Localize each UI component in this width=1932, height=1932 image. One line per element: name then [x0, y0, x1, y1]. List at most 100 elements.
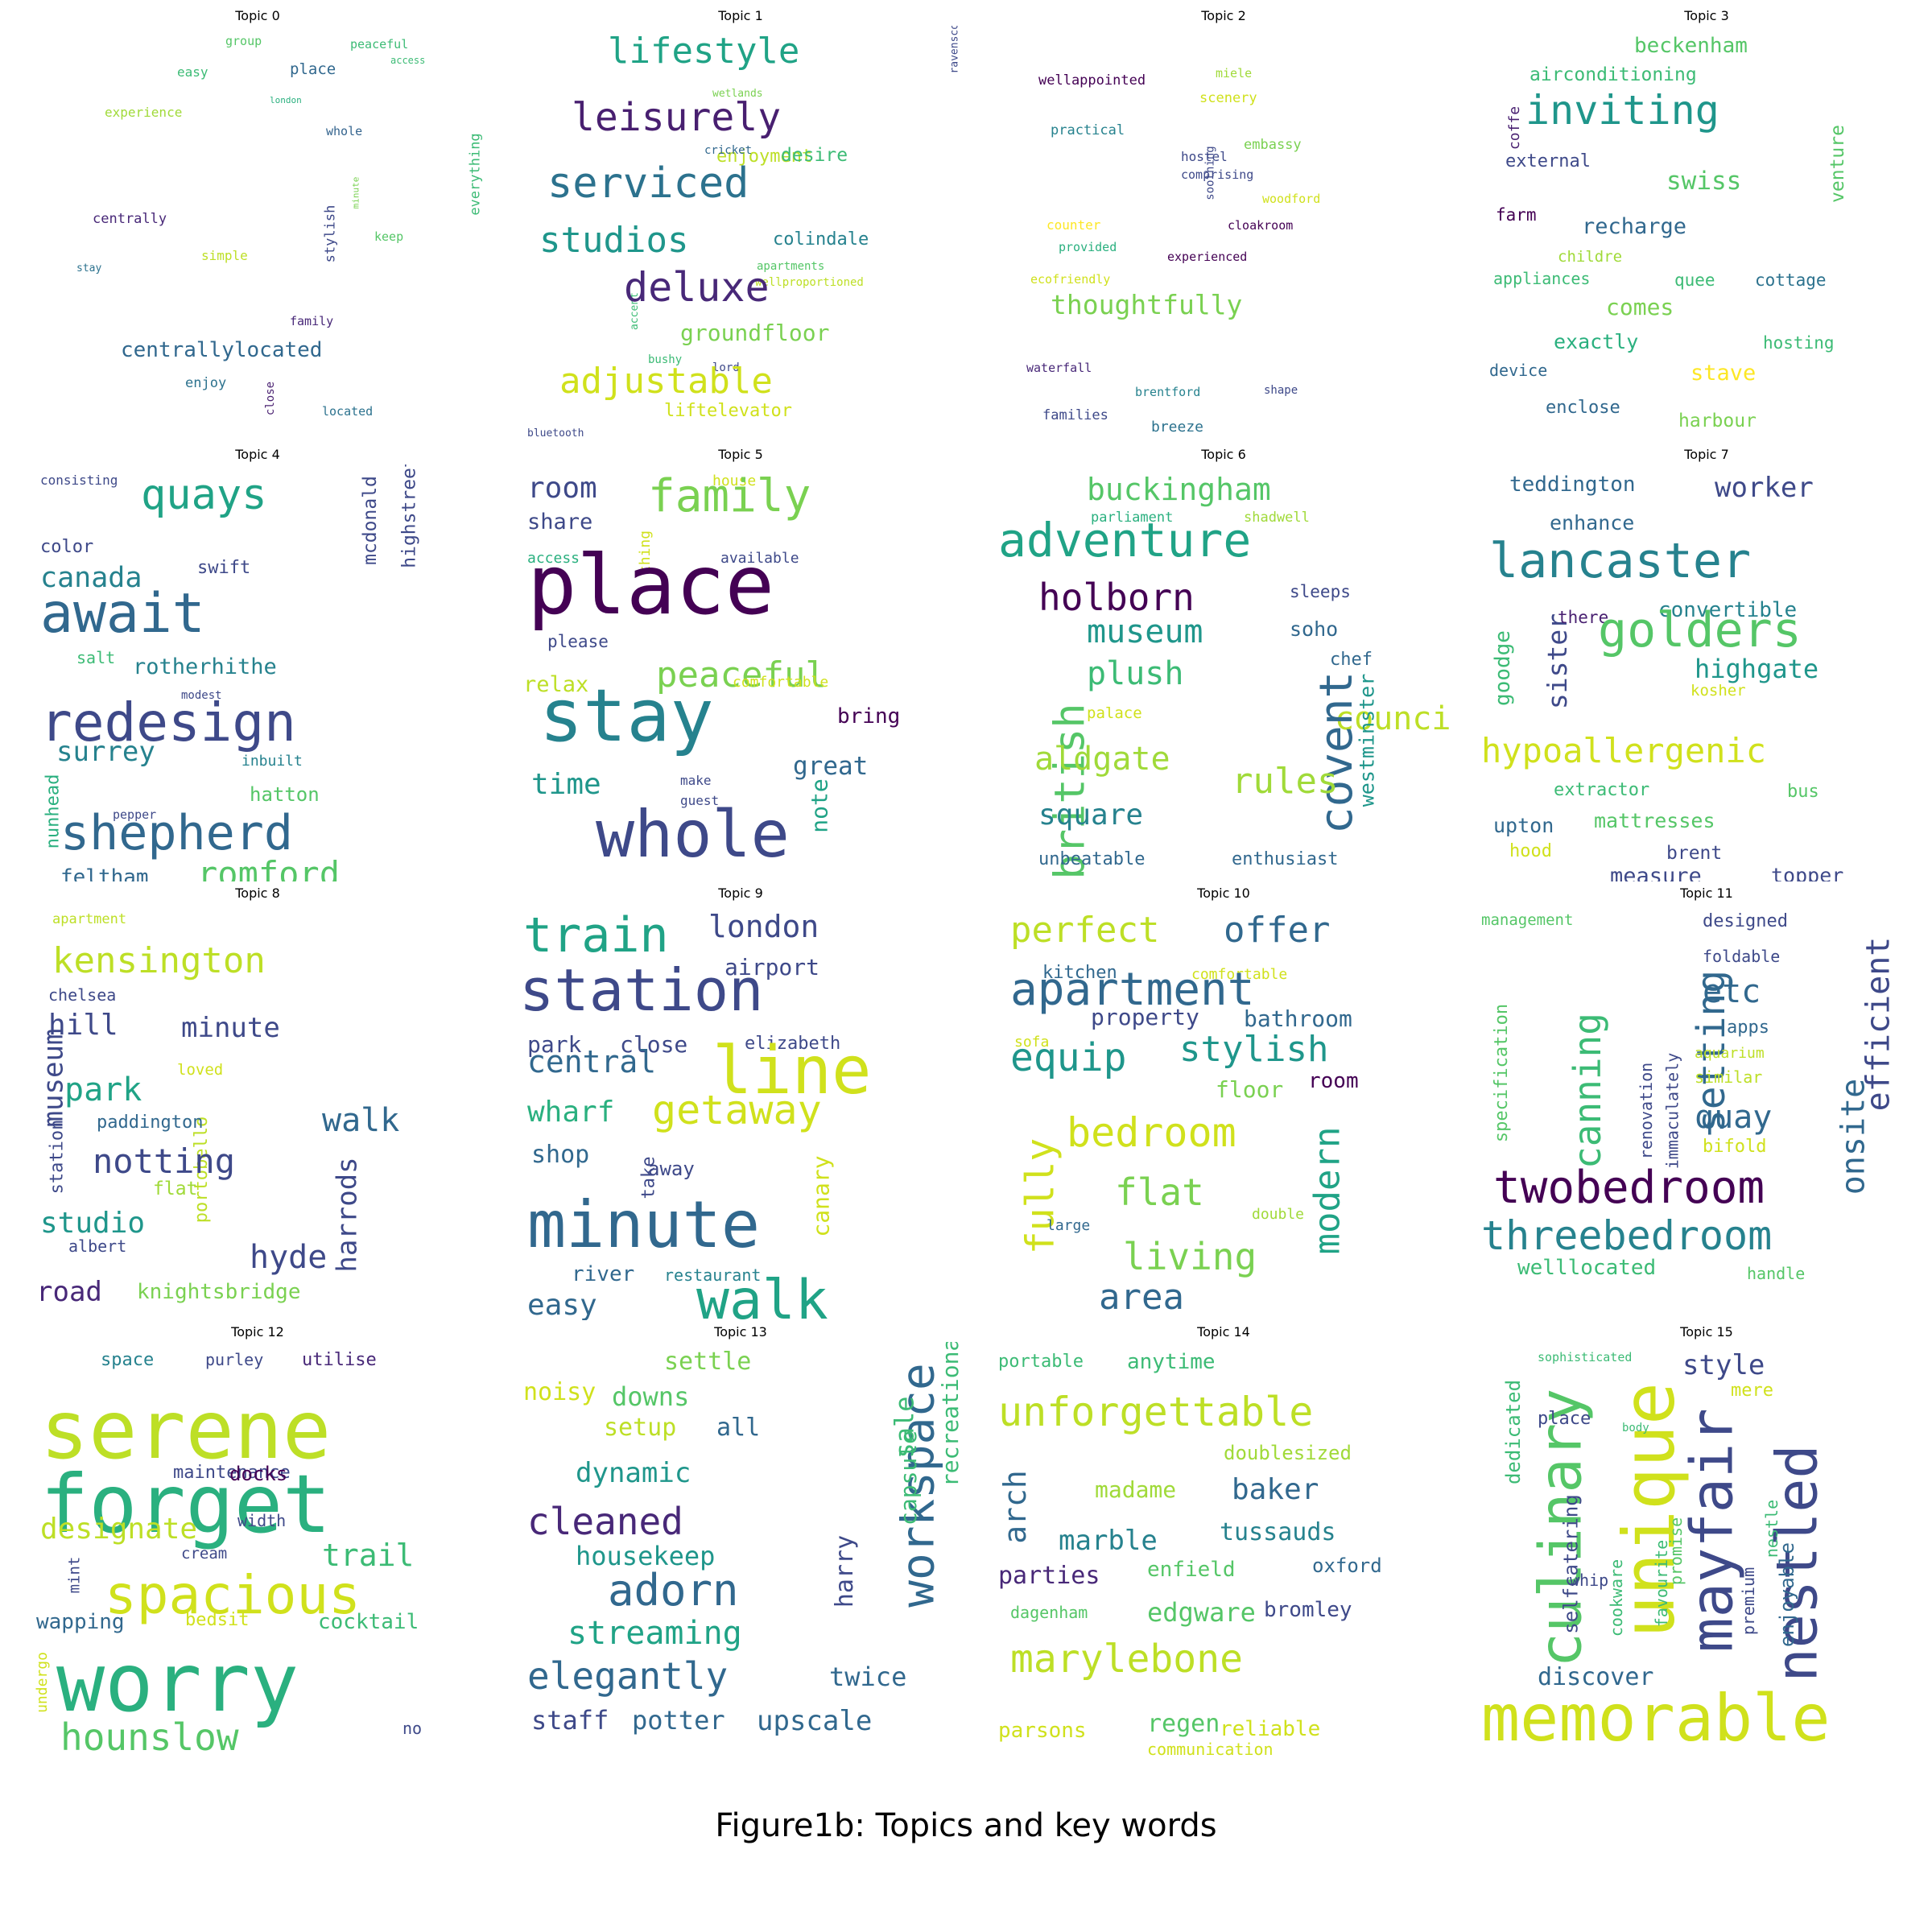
- keyword: goodge: [1490, 630, 1515, 706]
- keyword: loved: [177, 1061, 224, 1079]
- keyword: enjoy: [185, 375, 227, 391]
- keyword: device: [1489, 361, 1548, 380]
- keyword: brent: [1666, 843, 1723, 864]
- keyword: elizabeth: [745, 1034, 841, 1054]
- keyword: harbour: [1678, 411, 1757, 431]
- keyword: unbeatable: [1038, 849, 1146, 869]
- word-cloud: consisting quays mcdonald highstreet color ca…: [32, 464, 483, 881]
- keyword: access: [527, 550, 580, 567]
- keyword: dedicated: [1502, 1379, 1525, 1485]
- keyword: space: [101, 1350, 155, 1370]
- keyword: airport: [724, 954, 820, 980]
- keyword: hosting: [1763, 333, 1835, 353]
- word-cloud: portable anytime unforgettable arch doublesi…: [998, 1342, 1449, 1759]
- keyword: quays: [141, 471, 267, 519]
- figure-caption: Figure1b: Topics and key words: [715, 1807, 1217, 1844]
- keyword: practical: [1051, 122, 1125, 138]
- keyword: cookware: [1607, 1558, 1627, 1637]
- keyword: hood: [1509, 841, 1552, 861]
- keyword: sophisticated: [1538, 1350, 1633, 1364]
- keyword: selfcatering: [1559, 1494, 1583, 1634]
- panel-title: Topic 11: [1680, 886, 1733, 901]
- keyword: utilise: [302, 1350, 377, 1370]
- keyword: consisting: [40, 473, 118, 488]
- keyword: serene: [40, 1383, 332, 1477]
- keyword: await: [40, 582, 205, 646]
- keyword: station: [519, 956, 764, 1024]
- keyword: swift: [197, 558, 251, 578]
- keyword: hounslow: [60, 1715, 239, 1759]
- keyword: area: [1099, 1277, 1184, 1318]
- keyword: staff: [531, 1705, 609, 1736]
- keyword: enhance: [1550, 511, 1635, 535]
- word-cloud: group peaceful access easy place london experi…: [32, 26, 483, 443]
- keyword: forget: [40, 1457, 332, 1551]
- keyword: scenery: [1199, 90, 1257, 106]
- keyword: maintenance: [173, 1463, 291, 1483]
- keyword: river: [572, 1262, 635, 1286]
- word-cloud: beckenham airconditioning coffe inviting ven…: [1481, 26, 1932, 443]
- panel-title: Topic 13: [714, 1324, 767, 1340]
- keyword: walk: [322, 1102, 400, 1139]
- keyword: stay: [539, 674, 714, 758]
- keyword: deluxe: [624, 264, 770, 311]
- keyword: romford: [197, 854, 341, 882]
- topic-panel-12: Topic 12 space purley utilise serene forget ma…: [32, 1324, 483, 1759]
- keyword: shop: [531, 1141, 590, 1169]
- keyword: cream: [181, 1545, 228, 1563]
- keyword: woodford: [1262, 192, 1321, 206]
- word-cloud: wellappointed miele scenery practical hostel…: [998, 26, 1449, 443]
- word-cloud: sophisticated style mere dedicated culinary u…: [1481, 1342, 1932, 1759]
- keyword: canary: [807, 1155, 835, 1237]
- keyword: relax: [523, 672, 589, 697]
- keyword: park: [527, 1031, 582, 1058]
- keyword: council: [1335, 700, 1449, 737]
- keyword: feltham: [60, 865, 149, 881]
- keyword: aldgate: [1034, 741, 1170, 778]
- keyword: childre: [1558, 248, 1623, 266]
- keyword: easy: [177, 64, 208, 80]
- keyword: getaway: [652, 1087, 822, 1133]
- keyword: adventure: [998, 513, 1252, 568]
- keyword: downs: [612, 1381, 690, 1412]
- keyword: kosher: [1690, 682, 1746, 700]
- keyword: station: [47, 1119, 68, 1195]
- keyword: highgate: [1695, 654, 1819, 684]
- keyword: modest: [181, 689, 222, 702]
- keyword: hostel: [1181, 149, 1228, 164]
- keyword: families: [1042, 407, 1108, 423]
- keyword: noisy: [523, 1378, 597, 1406]
- keyword: house: [712, 473, 757, 489]
- keyword: knightsbridge: [137, 1280, 301, 1304]
- panel-title: Topic 15: [1680, 1324, 1733, 1340]
- keyword: width: [237, 1511, 287, 1530]
- keyword: simple: [201, 248, 248, 263]
- keyword: promise: [1666, 1517, 1686, 1586]
- topic-panel-10: Topic 10 perfect offer kitchen comfortable ap…: [998, 886, 1449, 1320]
- keyword: cocktail: [318, 1610, 419, 1634]
- keyword: embassy: [1244, 137, 1302, 153]
- keyword: apartments: [757, 260, 825, 273]
- keyword: mint: [65, 1556, 84, 1594]
- keyword: leisurely: [572, 95, 782, 140]
- keyword: wetlands: [712, 88, 763, 100]
- keyword: body: [1622, 1422, 1649, 1435]
- keyword: guest: [680, 793, 720, 808]
- keyword: plush: [1087, 655, 1184, 692]
- keyword: note: [806, 778, 833, 833]
- keyword: recharge: [1582, 214, 1687, 239]
- keyword: available: [720, 550, 799, 567]
- keyword: place: [1538, 1409, 1591, 1429]
- keyword: rules: [1232, 761, 1339, 802]
- keyword: purley: [205, 1350, 264, 1369]
- word-cloud: room house family share access available thing…: [515, 464, 966, 881]
- topic-panel-6: Topic 6 buckingham parliament shadwell adven…: [998, 447, 1449, 881]
- keyword: arch: [998, 1470, 1033, 1544]
- keyword: studio: [40, 1207, 146, 1240]
- keyword: similar: [1695, 1067, 1763, 1087]
- keyword: comfortable: [733, 674, 829, 691]
- keyword: setup: [604, 1414, 677, 1442]
- keyword: quee: [1674, 270, 1715, 290]
- keyword: london: [708, 909, 819, 944]
- keyword: park: [64, 1071, 142, 1108]
